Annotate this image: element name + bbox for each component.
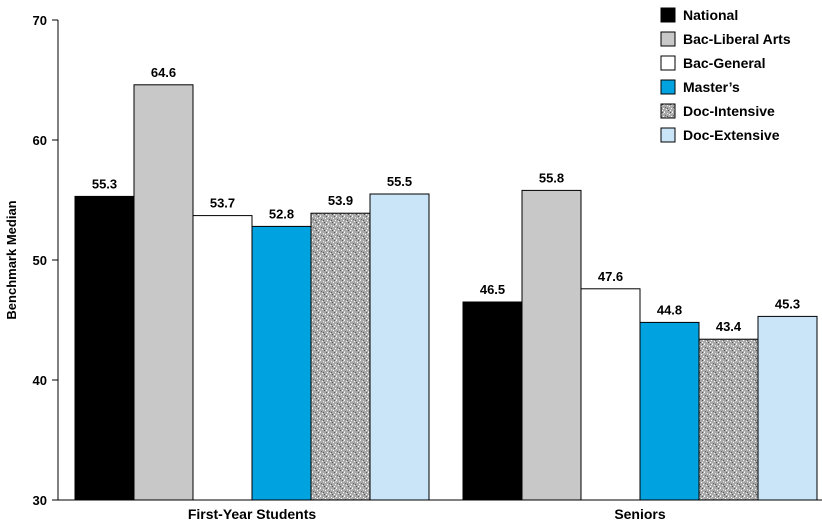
legend: National Bac-Liberal Arts Bac-General Maste… xyxy=(660,7,791,143)
value-label: 53.9 xyxy=(328,193,353,208)
legend-swatch xyxy=(660,127,676,143)
bar xyxy=(698,338,759,501)
bar xyxy=(521,189,582,501)
bar xyxy=(133,84,194,501)
value-label: 55.8 xyxy=(539,170,564,185)
y-axis-title: Benchmark Median xyxy=(4,200,19,319)
value-label: 44.8 xyxy=(657,302,682,317)
category-label: Seniors xyxy=(614,506,666,522)
value-label: 45.3 xyxy=(775,296,800,311)
value-label: 64.6 xyxy=(151,65,176,80)
bar xyxy=(74,195,135,501)
bar xyxy=(192,215,253,501)
legend-swatch xyxy=(660,31,676,47)
category-label: First-Year Students xyxy=(188,506,317,522)
y-tick-label: 50 xyxy=(33,253,47,268)
legend-label: Master’s xyxy=(683,79,740,95)
y-axis-ticks: 30 40 50 60 70 xyxy=(33,13,58,508)
bar xyxy=(310,212,371,501)
value-label: 53.7 xyxy=(210,196,235,211)
legend-label: Doc-Extensive xyxy=(683,127,780,143)
legend-label: Doc-Intensive xyxy=(683,103,775,119)
y-tick-label: 70 xyxy=(33,13,47,28)
legend-swatch xyxy=(660,79,676,95)
legend-swatch xyxy=(660,7,676,23)
bars xyxy=(74,84,818,501)
category-labels: First-Year Students Seniors xyxy=(188,506,666,522)
value-label: 52.8 xyxy=(269,206,294,221)
y-tick-label: 40 xyxy=(33,373,47,388)
bar xyxy=(580,288,641,501)
bar xyxy=(757,315,818,501)
bar xyxy=(462,301,523,501)
value-label: 46.5 xyxy=(480,282,505,297)
y-tick-label: 60 xyxy=(33,133,47,148)
value-label: 47.6 xyxy=(598,269,623,284)
legend-label: National xyxy=(683,7,738,23)
value-labels: 55.3 64.6 53.7 52.8 53.9 55.5 46.5 55.8 47.6 44.8… xyxy=(92,65,800,334)
value-label: 55.5 xyxy=(387,174,412,189)
legend-swatch xyxy=(660,55,676,71)
y-tick-label: 30 xyxy=(33,493,47,508)
value-label: 43.4 xyxy=(716,319,742,334)
legend-label: Bac-General xyxy=(683,55,765,71)
bar xyxy=(639,321,700,501)
legend-label: Bac-Liberal Arts xyxy=(683,31,791,47)
bar xyxy=(251,225,312,501)
bar xyxy=(369,193,430,501)
legend-swatch xyxy=(660,103,676,119)
value-label: 55.3 xyxy=(92,176,117,191)
